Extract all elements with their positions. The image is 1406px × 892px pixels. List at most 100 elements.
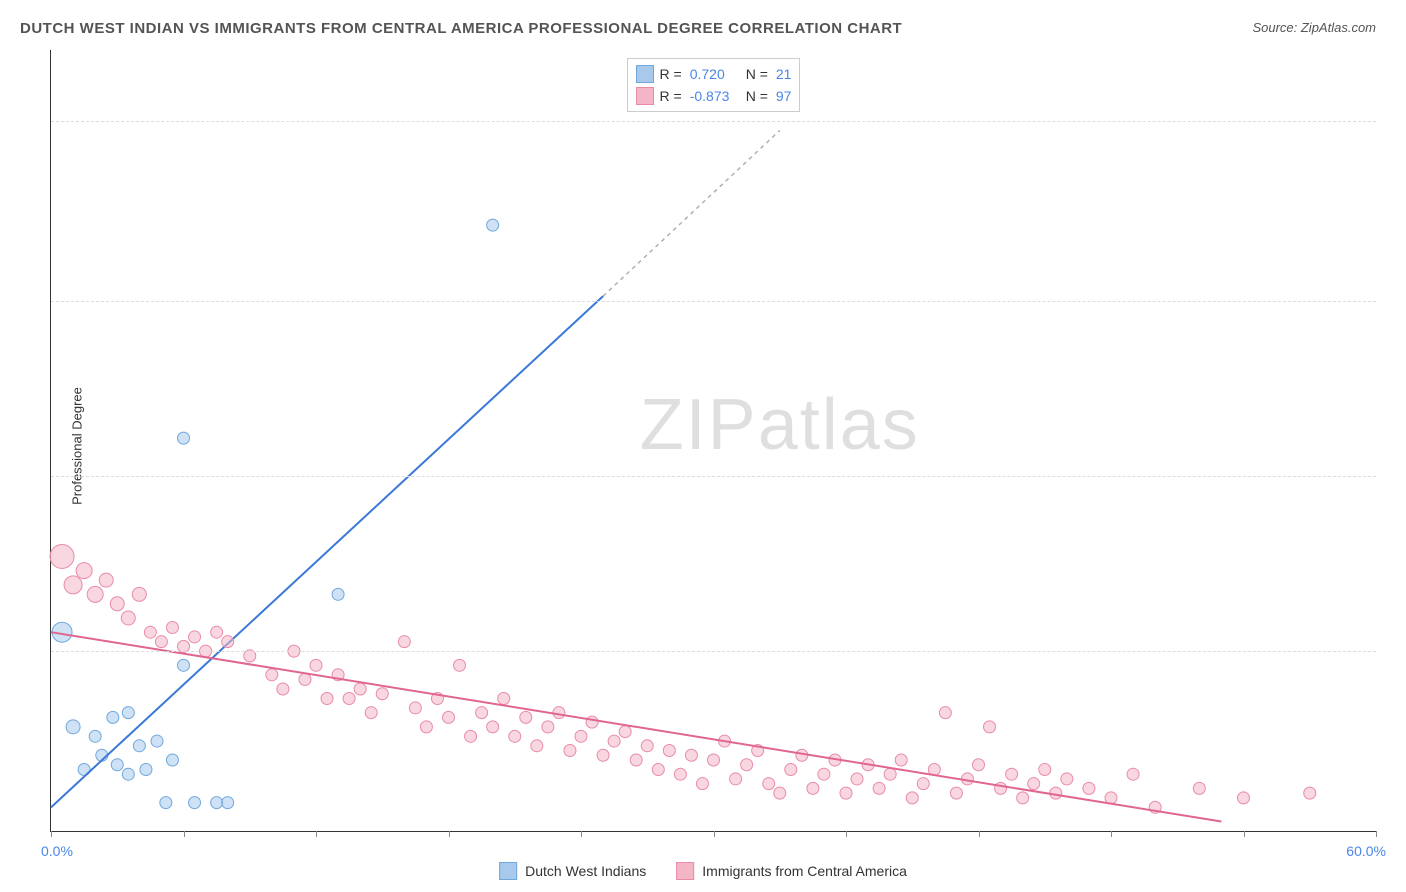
data-point	[1304, 787, 1316, 799]
data-point	[66, 720, 80, 734]
data-point	[641, 740, 653, 752]
legend-n-label: N =	[746, 88, 768, 104]
legend-r-value: -0.873	[690, 88, 740, 104]
data-point	[310, 659, 322, 671]
gridline	[51, 651, 1376, 652]
x-tick	[184, 831, 185, 837]
data-point	[155, 636, 167, 648]
data-point	[939, 707, 951, 719]
data-point	[597, 749, 609, 761]
data-point	[652, 763, 664, 775]
legend-r-label: R =	[660, 88, 682, 104]
legend-n-label: N =	[746, 66, 768, 82]
data-point	[166, 621, 178, 633]
data-point	[1083, 782, 1095, 794]
legend-swatch	[636, 87, 654, 105]
data-point	[122, 707, 134, 719]
x-axis-min-label: 0.0%	[41, 843, 73, 859]
x-tick	[714, 831, 715, 837]
data-point	[973, 759, 985, 771]
legend-n-value: 21	[776, 66, 792, 82]
chart-title: DUTCH WEST INDIAN VS IMMIGRANTS FROM CEN…	[20, 20, 902, 37]
data-point	[140, 763, 152, 775]
data-point	[1061, 773, 1073, 785]
data-point	[110, 597, 124, 611]
x-tick	[581, 831, 582, 837]
data-point	[87, 586, 103, 602]
data-point	[917, 778, 929, 790]
legend-r-value: 0.720	[690, 66, 740, 82]
data-point	[630, 754, 642, 766]
data-point	[178, 432, 190, 444]
data-point	[160, 797, 172, 809]
data-point	[64, 576, 82, 594]
data-point	[498, 692, 510, 704]
data-point	[122, 768, 134, 780]
data-point	[873, 782, 885, 794]
data-point	[531, 740, 543, 752]
data-point	[774, 787, 786, 799]
data-point	[840, 787, 852, 799]
data-point	[166, 754, 178, 766]
data-point	[76, 563, 92, 579]
data-point	[321, 692, 333, 704]
legend-swatch	[636, 65, 654, 83]
data-point	[121, 611, 135, 625]
data-point	[476, 707, 488, 719]
data-point	[443, 711, 455, 723]
data-point	[222, 636, 234, 648]
data-point	[398, 636, 410, 648]
data-point	[1238, 792, 1250, 804]
correlation-legend: R = 0.720 N = 21 R = -0.873 N = 97	[627, 58, 801, 112]
legend-row: R = 0.720 N = 21	[636, 63, 792, 85]
data-point	[741, 759, 753, 771]
data-point	[520, 711, 532, 723]
data-point	[454, 659, 466, 671]
legend-row: R = -0.873 N = 97	[636, 85, 792, 107]
series-name: Immigrants from Central America	[702, 863, 907, 879]
x-tick	[316, 831, 317, 837]
data-point	[906, 792, 918, 804]
x-tick	[1376, 831, 1377, 837]
data-point	[343, 692, 355, 704]
data-point	[277, 683, 289, 695]
data-point	[376, 688, 388, 700]
data-point	[674, 768, 686, 780]
plot-area: ZIPatlas R = 0.720 N = 21 R = -0.873 N =…	[50, 50, 1376, 832]
data-point	[487, 219, 499, 231]
data-point	[608, 735, 620, 747]
data-point	[542, 721, 554, 733]
data-point	[151, 735, 163, 747]
x-tick	[979, 831, 980, 837]
data-point	[222, 797, 234, 809]
data-point	[365, 707, 377, 719]
data-point	[332, 588, 344, 600]
data-point	[178, 659, 190, 671]
data-point	[1193, 782, 1205, 794]
data-point	[409, 702, 421, 714]
data-point	[663, 745, 675, 757]
chart-container: DUTCH WEST INDIAN VS IMMIGRANTS FROM CEN…	[0, 0, 1406, 892]
legend-n-value: 97	[776, 88, 792, 104]
data-point	[708, 754, 720, 766]
trend-line	[51, 296, 603, 807]
x-tick	[1244, 831, 1245, 837]
data-point	[807, 782, 819, 794]
data-point	[266, 669, 278, 681]
data-point	[884, 768, 896, 780]
legend-swatch	[676, 862, 694, 880]
data-point	[696, 778, 708, 790]
series-legend-item: Dutch West Indians	[499, 862, 646, 880]
trend-line-extrapolated	[603, 130, 780, 296]
data-point	[984, 721, 996, 733]
data-point	[465, 730, 477, 742]
data-point	[89, 730, 101, 742]
series-name: Dutch West Indians	[525, 863, 646, 879]
data-point	[144, 626, 156, 638]
data-point	[299, 674, 311, 686]
data-point	[509, 730, 521, 742]
data-point	[895, 754, 907, 766]
data-point	[730, 773, 742, 785]
data-point	[189, 797, 201, 809]
data-point	[50, 544, 74, 568]
